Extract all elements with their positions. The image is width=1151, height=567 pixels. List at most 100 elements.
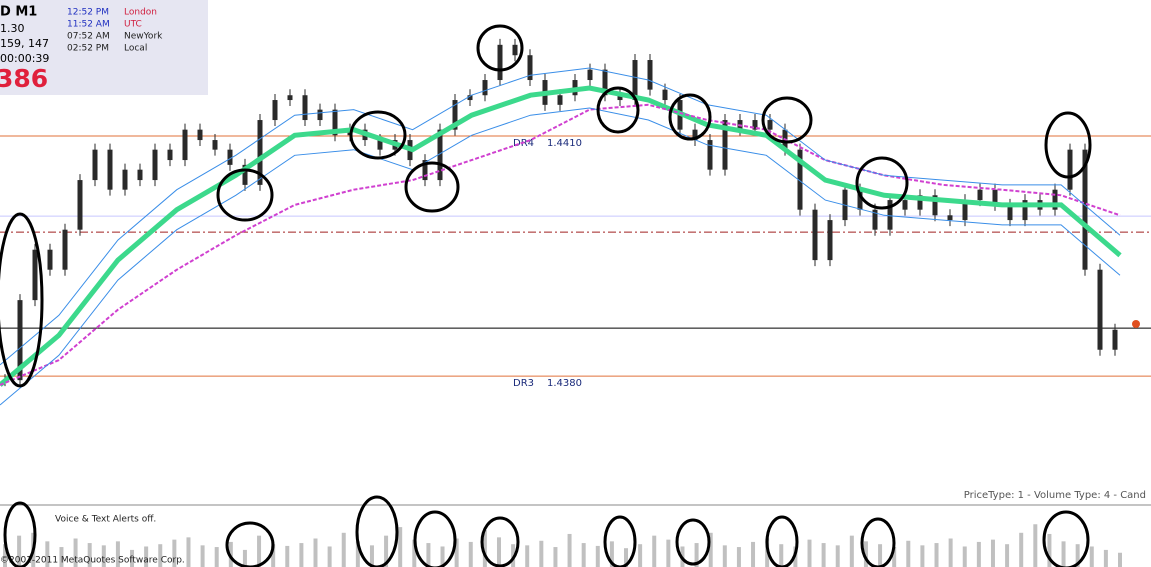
volume-bar: [821, 543, 826, 567]
volume-bar: [73, 538, 78, 567]
volume-bar: [835, 545, 840, 567]
candle: [1112, 329, 1118, 350]
candle: [272, 100, 278, 121]
indicator-line: [0, 67, 1121, 366]
volume-bar: [807, 539, 812, 567]
volume-bar: [736, 547, 741, 567]
circle: [860, 517, 896, 567]
info-line: 159, 147: [0, 37, 49, 50]
indicator-line: [0, 85, 1122, 387]
volume-bar: [934, 543, 939, 567]
volume-bar: [299, 543, 304, 567]
candle: [1067, 149, 1073, 190]
volume-bar: [1089, 546, 1094, 567]
volume-bar: [624, 548, 629, 567]
candle: [122, 169, 128, 190]
volume-bar: [130, 549, 135, 567]
candle: [587, 69, 593, 81]
level-name: DR4: [513, 138, 534, 149]
candle: [722, 120, 728, 170]
candle: [497, 44, 503, 81]
level-name: DR3: [513, 378, 534, 389]
volume-bar: [285, 545, 290, 567]
volume-bar: [990, 539, 995, 567]
clock-city: UTC: [124, 20, 142, 30]
volume-bar: [652, 535, 657, 567]
candle: [992, 189, 998, 205]
volume-bar: [426, 543, 431, 567]
volume-bar: [101, 545, 106, 567]
candle: [47, 249, 53, 270]
candle: [692, 129, 698, 141]
candle: [257, 120, 263, 185]
candle: [1022, 200, 1028, 221]
circle: [1044, 111, 1092, 179]
volume-bar: [1103, 549, 1108, 567]
candle: [242, 164, 248, 185]
clock-city: London: [124, 8, 157, 18]
volume-bar: [581, 543, 586, 567]
candle: [482, 80, 488, 96]
big-price: 386: [0, 64, 48, 93]
volume-bar: [496, 537, 501, 567]
candle: [602, 69, 608, 96]
candle: [182, 129, 188, 161]
candle: [1007, 204, 1013, 221]
volume-bar: [200, 545, 205, 567]
volume-bar: [214, 547, 219, 567]
candle: [212, 140, 218, 150]
symbol: D M1: [0, 5, 37, 20]
candle: [377, 140, 383, 150]
volume-bar: [313, 538, 318, 567]
candle: [152, 149, 158, 181]
circle: [3, 501, 37, 567]
candle: [947, 215, 953, 221]
circle: [761, 96, 813, 144]
indicator-line: [0, 107, 1121, 406]
candle: [512, 44, 518, 56]
circle: [413, 510, 457, 567]
candle: [437, 129, 443, 181]
circle: [675, 518, 711, 566]
volume-bar: [666, 539, 671, 567]
volume-bar: [369, 545, 374, 567]
candle: [527, 55, 533, 81]
candle: [827, 220, 833, 261]
circle: [855, 156, 909, 210]
volume-bar: [779, 544, 784, 567]
volume-bar: [115, 541, 120, 567]
volume-bar: [694, 543, 699, 567]
candle: [797, 149, 803, 210]
volume-bar: [440, 546, 445, 567]
volume-bar: [144, 546, 149, 567]
level-value: 1.4410: [547, 138, 582, 149]
volume-bar: [398, 527, 403, 567]
volume-bar: [948, 538, 953, 567]
volume-bar: [849, 535, 854, 567]
circle: [603, 515, 637, 567]
volume-bar: [511, 544, 516, 567]
circle: [349, 110, 407, 160]
candle: [467, 95, 473, 101]
candle: [107, 149, 113, 190]
clock-time: 02:52 PM: [67, 44, 109, 54]
volume-bar: [1061, 541, 1066, 567]
info-line: 1.30: [0, 22, 25, 35]
volume-bar: [539, 540, 544, 567]
clock-city: Local: [124, 44, 147, 54]
candle: [962, 200, 968, 221]
candle: [617, 95, 623, 101]
volume-bar: [45, 541, 50, 567]
volume-bar: [172, 539, 177, 567]
volume-bar: [863, 541, 868, 567]
circle: [765, 515, 799, 567]
clock-time: 11:52 AM: [67, 20, 110, 30]
circle: [596, 86, 640, 134]
indicator-line: [0, 103, 1121, 386]
circle: [480, 516, 520, 567]
candle: [557, 95, 563, 105]
volume-bar: [962, 546, 967, 567]
candle: [887, 200, 893, 230]
volume-bar: [567, 533, 572, 567]
